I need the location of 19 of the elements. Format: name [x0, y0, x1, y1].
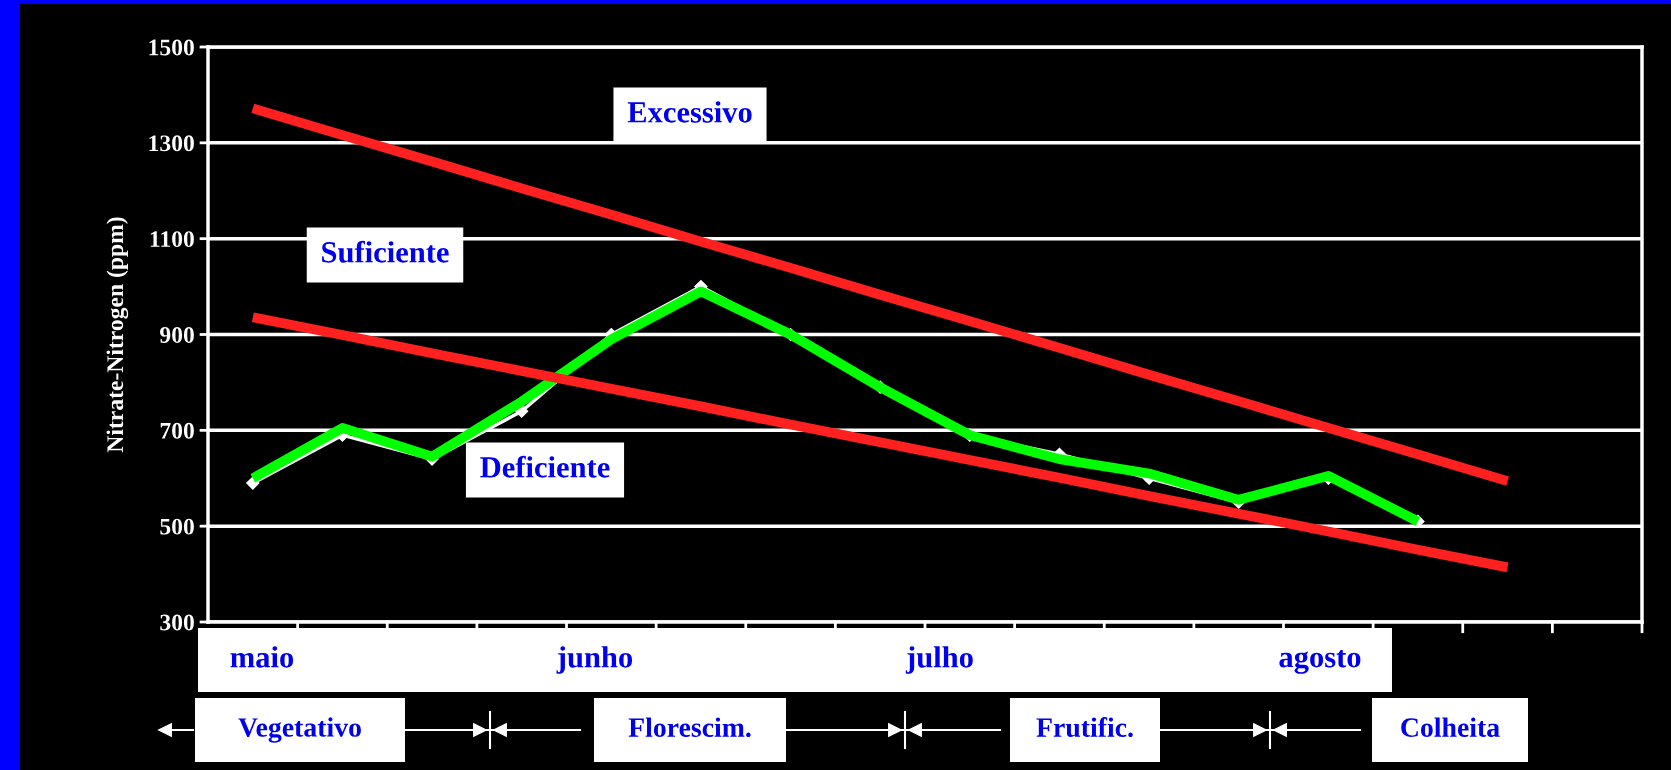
annotation: Excessivo	[627, 101, 752, 123]
text: Florescim.	[628, 717, 751, 738]
y-tick-label: 700	[160, 422, 194, 439]
text: Colheita	[1401, 717, 1500, 737]
y-tick-label: 900	[160, 326, 194, 343]
y-tick-label: 300	[160, 614, 194, 631]
text: maio	[230, 646, 294, 668]
text: Frutific.	[1036, 717, 1133, 738]
y-tick-label: 1100	[150, 231, 194, 248]
annotation: Suficiente	[322, 240, 449, 263]
y-tick-label: 500	[160, 518, 194, 535]
text: junho	[556, 646, 633, 674]
y-tick-label: 1500	[149, 39, 194, 56]
text: julho	[905, 646, 973, 674]
text: Vegetativo	[238, 717, 361, 743]
text: agosto	[1279, 649, 1361, 674]
y-axis-title: Nitrate-Nitrogen (ppm)	[106, 217, 129, 453]
y-tick-label: 1300	[149, 135, 194, 152]
annotation: Deficiente	[480, 455, 610, 478]
